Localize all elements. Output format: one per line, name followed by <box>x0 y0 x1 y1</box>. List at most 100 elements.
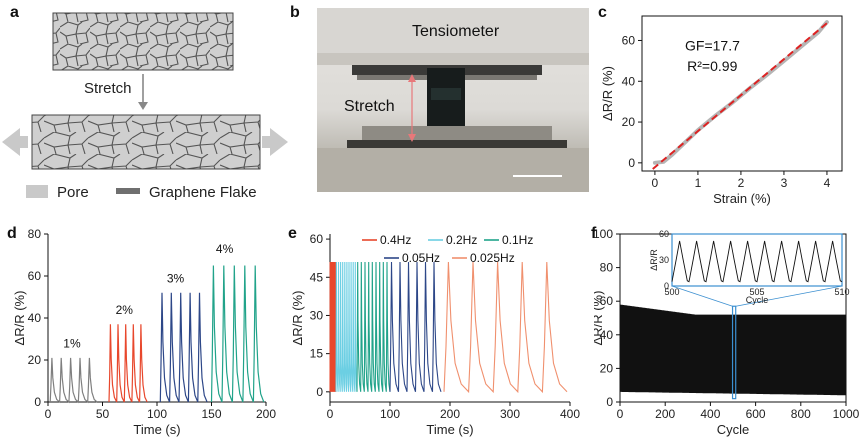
series-label: 3% <box>167 271 185 285</box>
y-axis-label: ΔR/R (%) <box>12 291 27 346</box>
y-tick-label: 20 <box>622 115 636 129</box>
stretch-photo-label: Stretch <box>344 98 395 115</box>
panel-label-a: a <box>10 4 19 21</box>
y-tick-label: 0 <box>34 395 41 409</box>
y-tick-label: 45 <box>310 270 324 284</box>
panel-label-f: f <box>591 225 597 242</box>
x-tick-label: 50 <box>96 407 110 421</box>
y-tick-label: 80 <box>28 228 42 241</box>
series-2pct <box>108 324 148 403</box>
series-label: 1% <box>63 336 81 350</box>
left-pull-arrow <box>2 128 28 156</box>
x-tick-label: 150 <box>201 407 221 421</box>
x-tick-label: 4 <box>824 176 831 190</box>
measured-curve <box>652 20 829 165</box>
inset-frame <box>671 233 843 287</box>
legend-label: 0.025Hz <box>470 251 515 265</box>
x-tick-label: 600 <box>746 407 766 421</box>
inset-y-tick-label: 30 <box>659 255 669 265</box>
series-0_2Hz <box>335 261 358 392</box>
y-axis-label: ΔR/R (%) <box>290 291 305 346</box>
x-tick-label: 300 <box>500 407 520 421</box>
inset-trace <box>671 240 843 283</box>
inset-connector-left <box>671 285 733 307</box>
y-tick-label: 0 <box>606 395 613 409</box>
x-tick-label: 0 <box>617 407 624 421</box>
gauge-factor-label: GF=17.7 <box>685 38 740 54</box>
x-tick-label: 200 <box>440 407 460 421</box>
stretch-arrow-head <box>138 102 148 110</box>
y-tick-label: 0 <box>628 156 635 170</box>
x-axis-label: Time (s) <box>426 422 473 437</box>
series-3pct <box>159 292 208 403</box>
stretch-arrow-head-bottom <box>408 134 416 142</box>
legend-label: 0.1Hz <box>502 233 533 247</box>
inset-connector-right <box>735 285 843 307</box>
series-0_4Hz <box>329 261 337 392</box>
inset-x-tick-label: 505 <box>749 287 764 297</box>
y-tick-label: 40 <box>600 328 614 342</box>
y-tick-label: 100 <box>594 228 613 241</box>
legend-pore-swatch <box>26 185 48 198</box>
inset-y-tick-label: 60 <box>659 229 669 239</box>
x-tick-label: 0 <box>652 176 659 190</box>
x-axis-label: Time (s) <box>133 422 180 437</box>
chart-d-strain-steps: 0 50 100 150 200 0 20 40 60 80 Time (s) ΔR/R (%) 1% 2… <box>12 228 276 437</box>
y-axis-label: ΔR/R (%) <box>600 66 615 121</box>
x-tick-label: 1 <box>695 176 702 190</box>
y-tick-label: 60 <box>600 294 614 308</box>
inset-y-tick-label: 0 <box>664 281 669 291</box>
unstretched-film <box>52 12 234 71</box>
x-tick-label: 0 <box>45 407 52 421</box>
stretch-arrow-head-top <box>408 74 416 82</box>
y-tick-label: 40 <box>28 311 42 325</box>
inset-x-label: Cycle <box>746 295 769 305</box>
x-tick-label: 1000 <box>833 407 860 421</box>
legend-label: 0.4Hz <box>380 233 411 247</box>
y-tick-label: 0 <box>316 385 323 399</box>
y-tick-label: 60 <box>310 232 324 246</box>
inset-x-tick-label: 500 <box>664 287 679 297</box>
y-tick-label: 60 <box>28 269 42 283</box>
y-tick-label: 40 <box>622 74 636 88</box>
x-tick-label: 2 <box>738 176 745 190</box>
chart-e-frequency: 0 100 200 300 400 0 15 30 45 Time (s) ΔR/R (%) 60 0.… <box>290 232 580 437</box>
legend-pore-label: Pore <box>57 184 89 201</box>
x-tick-label: 400 <box>700 407 720 421</box>
series-4pct <box>210 265 265 403</box>
series-0_05Hz <box>389 261 442 392</box>
photo-drawing: Tensiometer Stretch <box>317 8 589 192</box>
linear-fit-line <box>652 22 828 170</box>
stretched-film <box>31 114 261 170</box>
inset-y-label: ΔR/R <box>649 249 659 271</box>
stretch-label: Stretch <box>84 80 132 97</box>
series-label: 4% <box>216 242 234 256</box>
panel-label-b: b <box>290 4 300 21</box>
panel-label-d: d <box>7 225 17 242</box>
y-axis-label: ΔR/R (%) <box>594 291 605 346</box>
series-0_1Hz <box>356 261 391 392</box>
x-tick-label: 0 <box>327 407 334 421</box>
right-pull-arrow <box>262 128 288 156</box>
inset-x-tick-label: 510 <box>834 287 849 297</box>
y-tick-label: 20 <box>600 361 614 375</box>
x-axis-label: Cycle <box>717 422 750 437</box>
panel-label-c: c <box>598 4 607 21</box>
x-tick-label: 100 <box>380 407 400 421</box>
legend-flake-swatch <box>116 188 140 194</box>
y-tick-label: 60 <box>622 33 636 47</box>
r-squared-label: R²=0.99 <box>687 58 737 74</box>
x-axis-label: Strain (%) <box>713 191 771 206</box>
series-label: 2% <box>116 303 134 317</box>
series-1pct <box>49 357 98 404</box>
legend-flake-label: Graphene Flake <box>149 184 257 201</box>
y-tick-label: 15 <box>310 347 324 361</box>
legend-label: 0.05Hz <box>402 251 440 265</box>
x-tick-label: 400 <box>560 407 580 421</box>
x-tick-label: 3 <box>781 176 788 190</box>
x-tick-label: 200 <box>256 407 276 421</box>
x-tick-label: 800 <box>791 407 811 421</box>
panel-label-e: e <box>288 225 297 242</box>
series-0_025Hz <box>443 261 568 394</box>
